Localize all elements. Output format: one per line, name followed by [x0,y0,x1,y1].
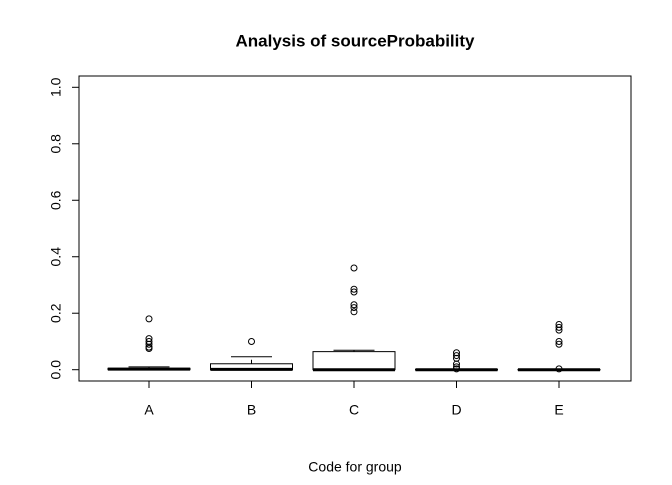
outlier [350,288,358,296]
outlier [350,285,358,293]
outlier [453,363,460,371]
y-tick-label: 0.8 [48,134,64,154]
outlier [350,304,358,312]
y-tick-label: 0.0 [48,360,64,380]
x-tick-label: E [554,402,563,418]
outlier [453,360,460,368]
outlier [453,352,460,360]
outlier [145,315,153,323]
chart-title: Analysis of sourceProbability [235,31,475,50]
outlier [350,301,358,309]
y-tick-label: 0.2 [48,303,64,323]
outlier [453,365,460,373]
x-tick-label: A [144,402,154,418]
outlier [555,326,563,334]
outlier [145,345,153,353]
box [312,351,396,371]
outlier [555,340,563,348]
y-tick-label: 1.0 [48,77,64,97]
x-tick-label: C [349,402,359,418]
outlier [555,323,563,331]
x-tick-label: B [247,402,256,418]
plot-frame [78,75,632,382]
x-tick-label: D [451,402,461,418]
y-tick-label: 0.6 [48,190,64,210]
outlier [555,365,563,373]
outlier [248,337,255,345]
y-tick-label: 0.4 [48,247,64,267]
outlier [555,337,563,345]
outlier [350,308,358,316]
x-axis-label: Code for group [308,459,402,475]
outlier [145,340,153,348]
outlier [350,264,358,272]
